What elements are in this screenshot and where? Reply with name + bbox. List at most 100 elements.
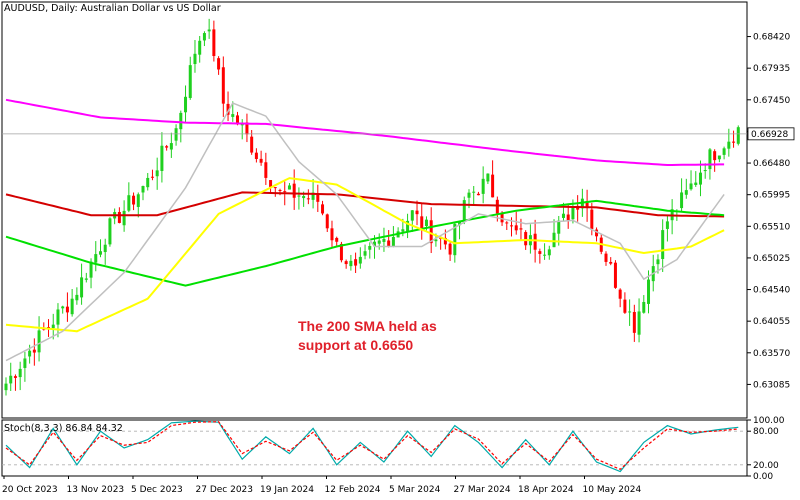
candle-body — [703, 170, 707, 172]
candle-body — [495, 199, 499, 214]
date-tick-label: 5 Mar 2024 — [389, 485, 441, 495]
candle-body — [212, 29, 216, 57]
candle-body — [354, 259, 358, 266]
candle-body — [628, 311, 632, 313]
candle-body — [665, 221, 669, 229]
candle-body — [56, 309, 60, 325]
candle-body — [732, 141, 736, 143]
candle-body — [165, 146, 169, 148]
candle-body — [127, 195, 131, 211]
candle-body — [287, 185, 291, 190]
candle-body — [70, 298, 74, 315]
price-tick-label: 0.63085 — [753, 380, 790, 390]
candle-body — [117, 212, 121, 223]
candle-body — [349, 260, 353, 267]
candle-body — [443, 237, 447, 245]
candle-body — [84, 278, 88, 280]
candle-body — [613, 262, 617, 288]
candle-body — [684, 190, 688, 195]
candle-body — [292, 183, 296, 198]
candle-body — [406, 220, 410, 232]
stoch-tick-label: 20.00 — [753, 461, 779, 471]
candle-body — [561, 213, 565, 218]
candle-body — [198, 40, 202, 55]
candle-body — [453, 223, 457, 256]
candle-body — [13, 376, 17, 378]
annotation-line-1: The 200 SMA held as — [298, 318, 437, 334]
candle-body — [254, 152, 258, 160]
candle-body — [51, 324, 55, 329]
candle-body — [642, 301, 646, 313]
candle-body — [297, 195, 301, 197]
candle-body — [179, 112, 183, 130]
candle-body — [368, 245, 372, 250]
candle-body — [424, 219, 428, 227]
candle-body — [188, 65, 192, 98]
stoch-tick-label: 100.00 — [753, 416, 785, 426]
chart-title: AUDUSD, Daily: Australian Dollar vs US D… — [4, 3, 221, 14]
candle-body — [519, 228, 523, 230]
price-tick-label: 0.67450 — [753, 96, 790, 106]
candle-body — [89, 261, 93, 278]
date-tick-label: 27 Dec 2023 — [196, 485, 254, 495]
candle-body — [585, 201, 589, 208]
candle-body — [132, 195, 136, 205]
candle-body — [514, 225, 518, 231]
candle-body — [108, 218, 112, 245]
stoch-line-signal — [5, 421, 739, 471]
price-tick-label: 0.65510 — [753, 222, 790, 232]
candle-body — [221, 67, 225, 104]
current-price-label: 0.66928 — [751, 130, 788, 140]
candle-body — [169, 143, 173, 150]
candle-body — [458, 221, 462, 226]
candle-body — [401, 229, 405, 232]
annotation-line-2: support at 0.6650 — [298, 337, 413, 353]
price-tick-label: 0.65995 — [753, 191, 790, 201]
date-tick-label: 10 May 2024 — [583, 485, 642, 495]
candle-body — [571, 207, 575, 220]
date-tick-label: 12 Feb 2024 — [325, 485, 381, 495]
candle-body — [448, 243, 452, 255]
candle-body — [533, 233, 537, 250]
date-tick-label: 13 Nov 2023 — [67, 485, 125, 495]
candle-body — [623, 299, 627, 313]
candle-body — [9, 375, 13, 384]
candle-body — [28, 350, 32, 357]
candle-body — [566, 214, 570, 221]
price-panel: 0.684200.679350.674500.669650.664800.659… — [1, 1, 795, 419]
candle-body — [647, 279, 651, 304]
candle-body — [713, 151, 717, 161]
sma-line-sma-10 — [5, 102, 725, 362]
candle-body — [609, 261, 613, 264]
current-price-box — [747, 127, 795, 141]
candle-body — [420, 216, 424, 229]
candle-body — [698, 172, 702, 185]
price-tick-label: 0.68420 — [753, 33, 790, 43]
candle-body — [146, 177, 150, 188]
candle-body — [174, 128, 178, 141]
candle-body — [557, 220, 561, 234]
candle-body — [103, 244, 107, 253]
candle-body — [61, 306, 65, 309]
candle-body — [283, 191, 287, 193]
sma-line-sma-100 — [5, 191, 725, 218]
candle-body — [429, 220, 433, 244]
candle-body — [547, 249, 551, 256]
candle-body — [708, 149, 712, 170]
candle-body — [415, 210, 419, 215]
candle-body — [500, 212, 504, 223]
candle-body — [273, 187, 277, 189]
price-tick-label: 0.64055 — [753, 317, 790, 327]
candle-body — [32, 349, 36, 353]
candle-body — [505, 222, 509, 224]
candle-body — [306, 198, 310, 200]
stochastic-frame — [1, 419, 748, 477]
candle-body — [321, 204, 325, 214]
candle-body — [680, 192, 684, 209]
candle-body — [302, 196, 306, 199]
candle-body — [410, 210, 414, 221]
candle-body — [363, 251, 367, 256]
candle-body — [207, 29, 211, 32]
date-tick-label: 20 Oct 2023 — [2, 485, 58, 495]
